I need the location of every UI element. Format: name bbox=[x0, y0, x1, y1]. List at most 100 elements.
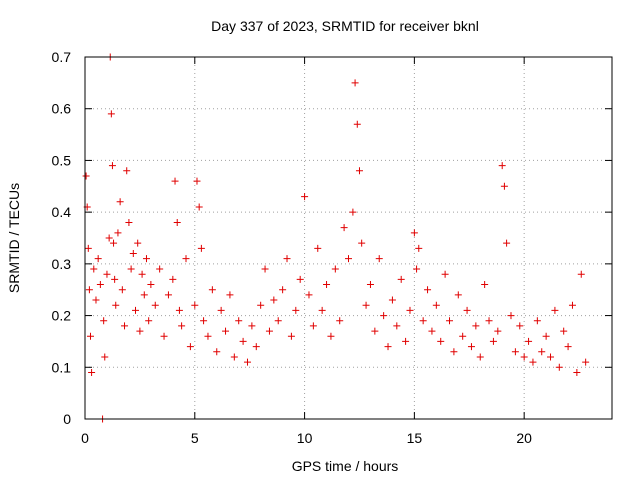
data-point bbox=[459, 332, 467, 340]
data-point bbox=[235, 317, 243, 325]
data-point bbox=[82, 172, 90, 180]
data-point bbox=[239, 337, 247, 345]
data-point bbox=[351, 79, 359, 87]
data-point bbox=[222, 327, 230, 335]
y-tick-label: 0.1 bbox=[52, 359, 72, 375]
data-point bbox=[305, 291, 313, 299]
data-point bbox=[140, 291, 148, 299]
data-point bbox=[270, 296, 278, 304]
data-point bbox=[331, 265, 339, 273]
data-point bbox=[345, 255, 352, 263]
data-point bbox=[103, 270, 111, 278]
data-point bbox=[217, 306, 225, 314]
data-point bbox=[441, 270, 449, 278]
data-point bbox=[489, 337, 497, 345]
data-point bbox=[393, 322, 401, 330]
data-point bbox=[100, 317, 108, 325]
data-point bbox=[402, 337, 410, 345]
y-tick-label: 0.5 bbox=[52, 152, 72, 168]
data-point bbox=[118, 286, 126, 294]
data-point bbox=[107, 110, 115, 118]
data-point bbox=[481, 281, 489, 289]
data-point bbox=[476, 353, 484, 361]
data-point bbox=[410, 229, 418, 237]
data-point bbox=[151, 301, 159, 309]
data-point bbox=[551, 306, 559, 314]
data-point bbox=[213, 348, 221, 356]
data-point bbox=[450, 348, 458, 356]
data-point bbox=[195, 203, 203, 211]
data-point bbox=[542, 332, 550, 340]
data-point bbox=[467, 343, 475, 351]
data-point bbox=[415, 244, 423, 252]
data-point bbox=[355, 167, 363, 175]
data-point bbox=[248, 322, 256, 330]
x-tick-label: 0 bbox=[81, 430, 89, 446]
tick-labels: 0 0.1 0.2 0.3 0.4 0.5 0.6 0.7 0 5 10 15 20 bbox=[52, 49, 533, 446]
data-point bbox=[494, 327, 502, 335]
y-axis-label: SRMTID / TECUs bbox=[6, 183, 22, 293]
data-point bbox=[94, 255, 102, 263]
data-point bbox=[84, 244, 92, 252]
data-point bbox=[428, 327, 436, 335]
data-point bbox=[110, 239, 118, 247]
y-tick-label: 0 bbox=[63, 411, 71, 427]
data-point bbox=[116, 198, 124, 206]
data-point bbox=[182, 255, 190, 263]
data-point bbox=[123, 167, 131, 175]
data-point bbox=[340, 224, 348, 232]
data-point bbox=[156, 265, 164, 273]
data-point bbox=[413, 265, 421, 273]
data-point bbox=[132, 306, 140, 314]
x-tick-label: 10 bbox=[297, 430, 313, 446]
data-point bbox=[529, 358, 537, 366]
data-point bbox=[323, 281, 331, 289]
data-point bbox=[547, 353, 555, 361]
data-point bbox=[279, 286, 287, 294]
data-point bbox=[101, 353, 109, 361]
data-point bbox=[193, 177, 201, 185]
data-point bbox=[111, 275, 119, 283]
data-point bbox=[327, 332, 335, 340]
data-point bbox=[287, 332, 295, 340]
data-point bbox=[114, 229, 122, 237]
data-point bbox=[525, 337, 533, 345]
data-point bbox=[92, 296, 100, 304]
data-point bbox=[257, 301, 265, 309]
data-point bbox=[485, 317, 493, 325]
data-point bbox=[538, 348, 546, 356]
data-point bbox=[318, 306, 326, 314]
x-tick-label: 20 bbox=[516, 430, 532, 446]
y-tick-label: 0.6 bbox=[52, 101, 72, 117]
data-point bbox=[208, 286, 216, 294]
data-point bbox=[424, 286, 432, 294]
data-point bbox=[507, 312, 515, 320]
data-point bbox=[577, 270, 585, 278]
data-point bbox=[186, 343, 194, 351]
data-point bbox=[419, 317, 427, 325]
x-axis-label: GPS time / hours bbox=[292, 458, 399, 474]
data-point bbox=[136, 327, 144, 335]
data-point bbox=[375, 255, 383, 263]
data-point bbox=[380, 312, 388, 320]
data-point bbox=[178, 322, 186, 330]
data-point bbox=[142, 255, 150, 263]
x-tick-label: 15 bbox=[407, 430, 423, 446]
data-point bbox=[437, 337, 445, 345]
data-point bbox=[200, 317, 208, 325]
data-point bbox=[86, 332, 94, 340]
data-point bbox=[555, 363, 563, 371]
data-point bbox=[108, 162, 116, 170]
data-point bbox=[503, 239, 511, 247]
data-point bbox=[301, 193, 309, 201]
data-point bbox=[366, 281, 374, 289]
data-point bbox=[160, 332, 168, 340]
data-point bbox=[169, 275, 177, 283]
data-point bbox=[230, 353, 238, 361]
data-point bbox=[309, 322, 317, 330]
data-point bbox=[274, 317, 282, 325]
data-point bbox=[125, 218, 133, 226]
data-point bbox=[454, 291, 462, 299]
y-tick-label: 0.3 bbox=[52, 256, 72, 272]
